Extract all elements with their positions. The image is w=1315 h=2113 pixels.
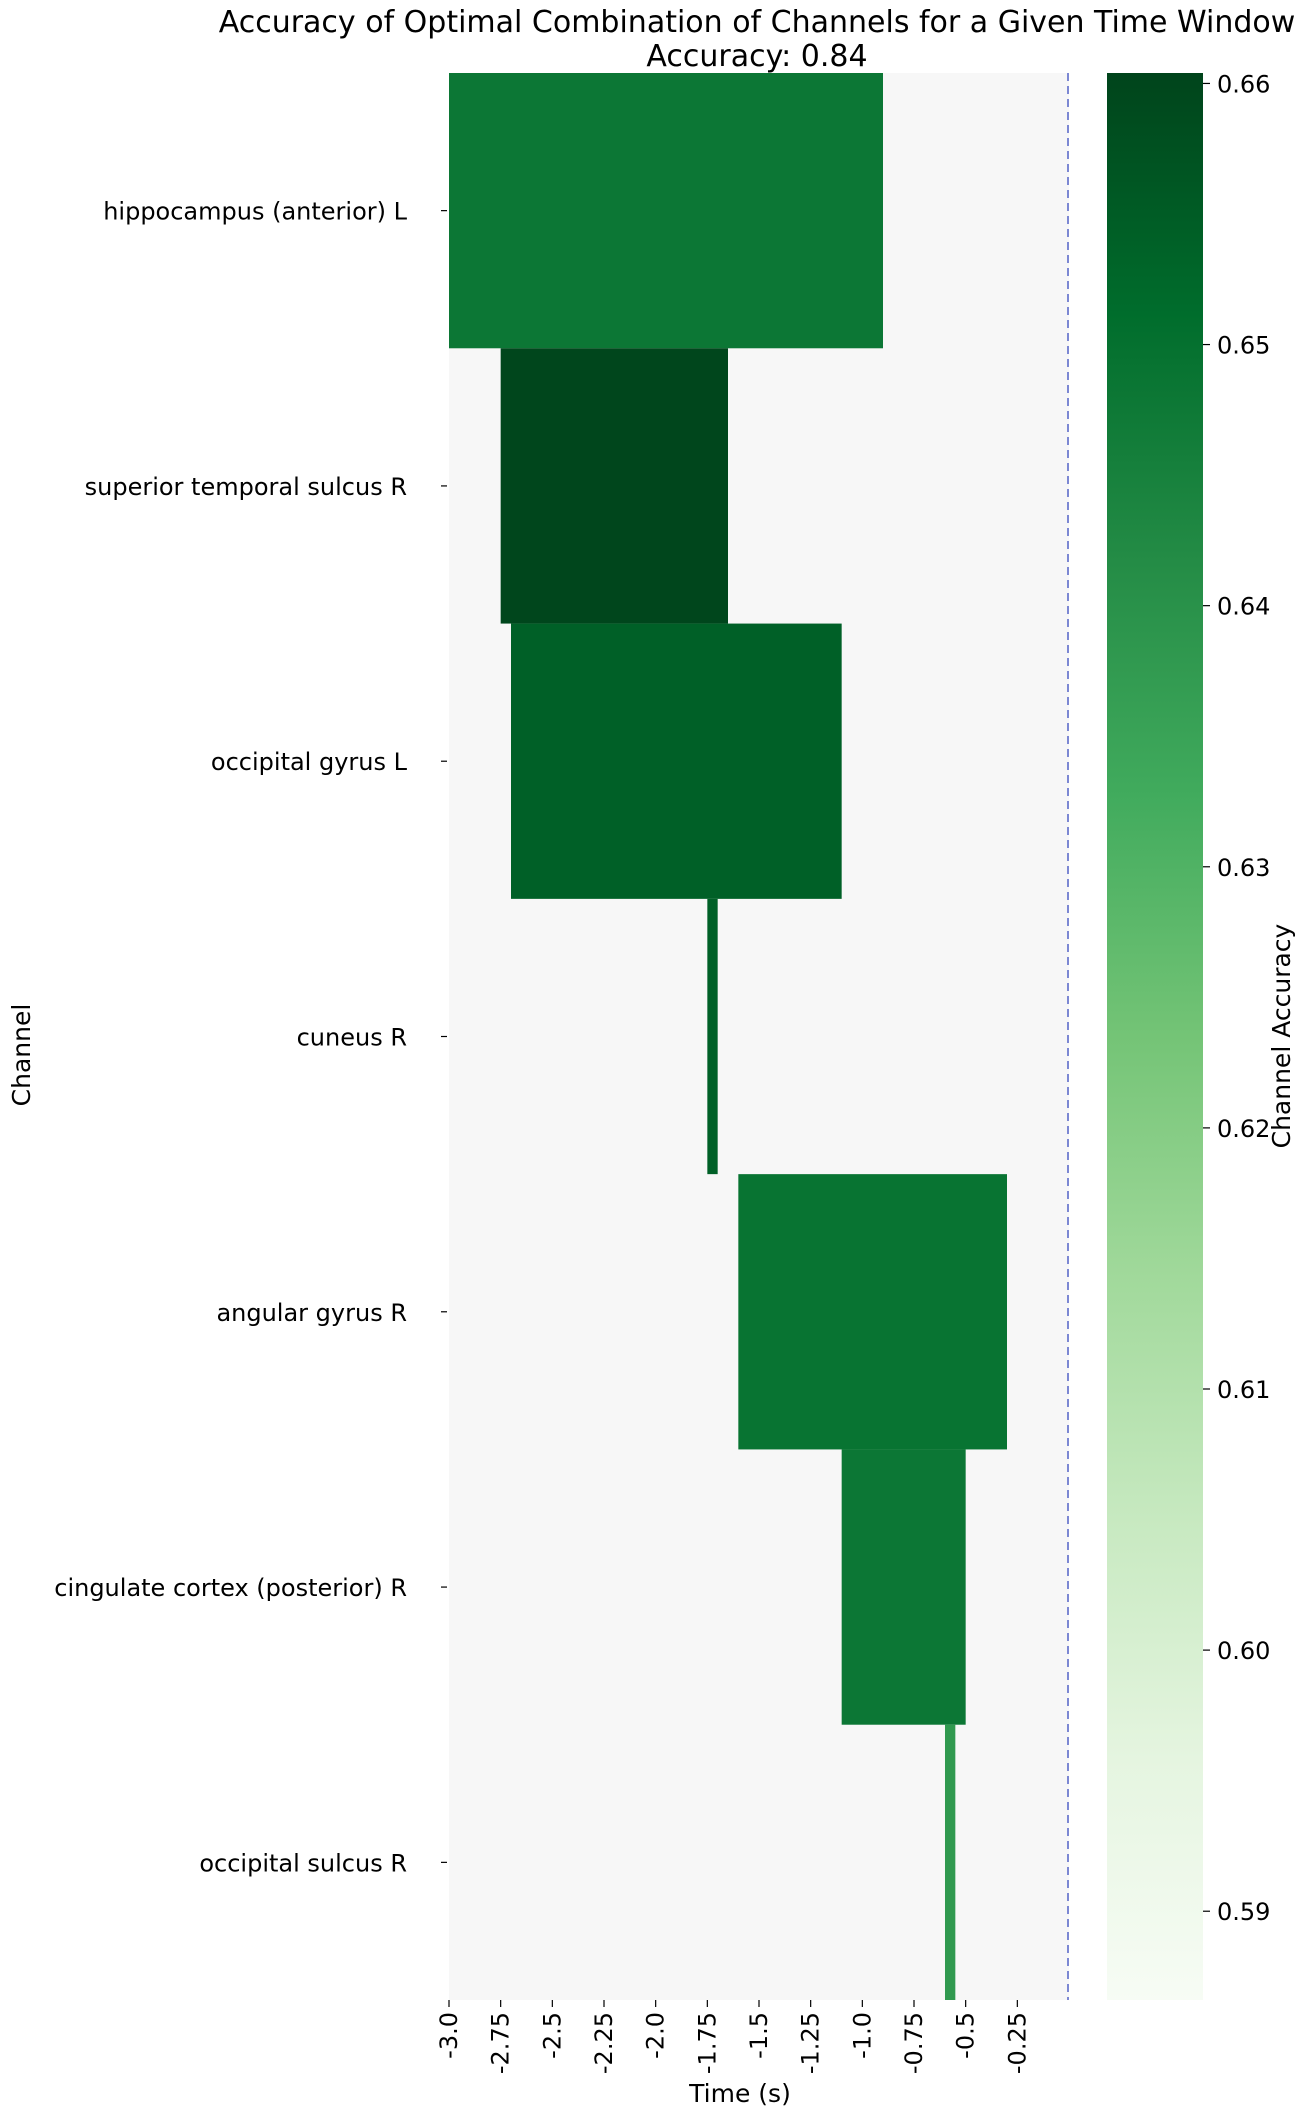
heatmap-cells	[449, 73, 1007, 2000]
colorbar	[1107, 73, 1203, 2000]
x-tick-label: -0.5	[952, 2012, 980, 2059]
colorbar-tick-label: 0.64	[1217, 593, 1270, 621]
colorbar-tick-label: 0.59	[1217, 1898, 1270, 1926]
y-tick-label: occipital sulcus R	[199, 1849, 407, 1877]
x-tick-label: -0.25	[1003, 2012, 1031, 2074]
x-tick-labels: -3.0 -2.75 -2.5 -2.25 -2.0 -1.75 -1.5 -1.25 -1.0…	[435, 2000, 1031, 2074]
x-tick-label: -1.5	[745, 2012, 773, 2059]
x-tick-label: -3.0	[435, 2012, 463, 2059]
y-tick-label: hippocampus (anterior) L	[103, 198, 407, 226]
x-tick-label: -2.25	[590, 2012, 618, 2074]
x-tick-label: -2.0	[642, 2012, 670, 2059]
x-axis-label: Time (s)	[688, 2079, 791, 2108]
heatmap-cell	[449, 73, 883, 349]
y-tick-label: cuneus R	[297, 1024, 407, 1052]
x-tick-label: -1.75	[693, 2012, 721, 2074]
colorbar-label: Channel Accuracy	[1267, 923, 1296, 1148]
heatmap-cell	[841, 1449, 966, 1725]
heatmap-cell	[511, 623, 842, 899]
chart-subtitle: Accuracy: 0.84	[646, 39, 867, 74]
heatmap-cell	[738, 1174, 1007, 1450]
y-tick-label: occipital gyrus L	[211, 748, 408, 776]
colorbar-ticks: 0.66 0.65 0.64 0.63 0.62 0.61 0.60 0.59	[1203, 70, 1270, 1926]
y-tick-labels: hippocampus (anterior) L superior tempora…	[54, 198, 447, 1877]
chart-title: Accuracy of Optimal Combination of Chann…	[219, 5, 1296, 40]
y-tick-label: superior temporal sulcus R	[85, 473, 407, 501]
x-tick-label: -1.25	[797, 2012, 825, 2074]
y-tick-label: cingulate cortex (posterior) R	[54, 1574, 407, 1602]
y-tick-label: angular gyrus R	[216, 1299, 407, 1327]
colorbar-tick-label: 0.63	[1217, 854, 1270, 882]
colorbar-tick-label: 0.61	[1217, 1376, 1270, 1404]
x-tick-label: -1.0	[848, 2012, 876, 2059]
y-axis-label: Channel	[7, 1004, 36, 1107]
heatmap-cell	[707, 898, 718, 1175]
x-tick-label: -2.5	[538, 2012, 566, 2059]
colorbar-tick-label: 0.66	[1217, 70, 1270, 98]
heatmap-cell	[500, 348, 728, 624]
x-tick-label: -2.75	[487, 2012, 515, 2074]
colorbar-tick-label: 0.62	[1217, 1115, 1270, 1143]
colorbar-tick-label: 0.60	[1217, 1637, 1270, 1665]
heatmap-cell	[945, 1724, 956, 2000]
x-tick-label: -0.75	[900, 2012, 928, 2074]
colorbar-tick-label: 0.65	[1217, 332, 1270, 360]
